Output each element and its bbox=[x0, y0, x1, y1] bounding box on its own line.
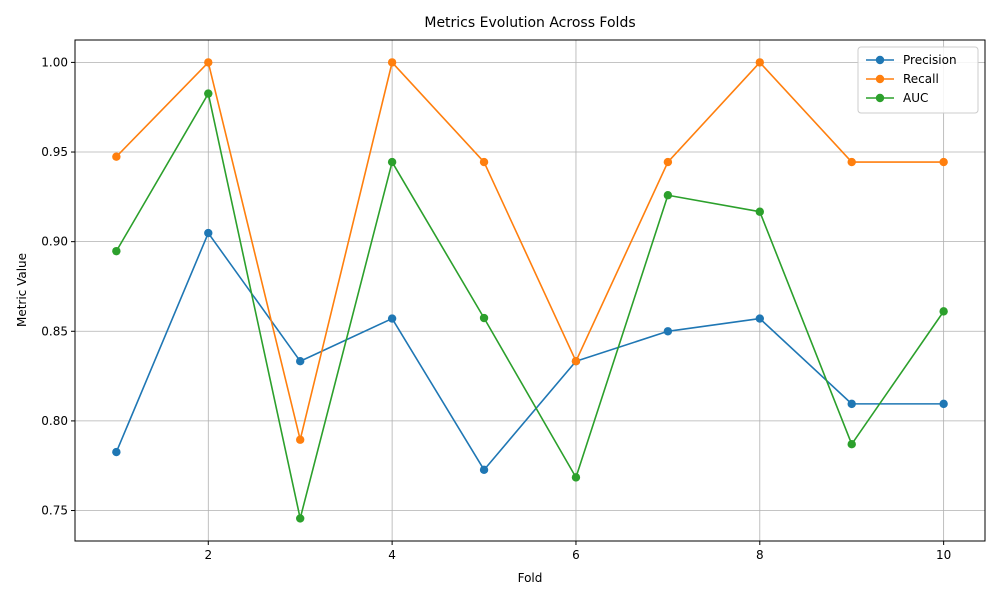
precision-line bbox=[115, 232, 944, 471]
x-tick-label: 10 bbox=[936, 548, 951, 562]
precision-point bbox=[112, 447, 121, 457]
legend: Precision Recall AUC bbox=[857, 46, 979, 114]
series-precision bbox=[112, 228, 948, 475]
auc-point bbox=[571, 473, 581, 482]
plot-frame bbox=[74, 39, 986, 542]
recall-point bbox=[663, 157, 673, 167]
x-axis-title: Fold bbox=[518, 571, 543, 585]
legend-marker-auc bbox=[875, 93, 885, 103]
auc-point bbox=[755, 207, 764, 216]
auc-line bbox=[115, 92, 945, 520]
legend-marker-precision bbox=[875, 55, 885, 65]
recall-point bbox=[847, 157, 856, 167]
precision-point bbox=[755, 314, 764, 323]
x-tick-label: 6 bbox=[572, 548, 580, 562]
x-tick-label: 2 bbox=[204, 548, 212, 562]
y-tick-label: 0.75 bbox=[41, 504, 68, 518]
legend-label-auc: AUC bbox=[903, 91, 928, 105]
legend-item-recall: Recall bbox=[866, 72, 939, 86]
precision-point bbox=[387, 314, 397, 323]
recall-point bbox=[755, 58, 764, 67]
recall-point bbox=[296, 435, 305, 444]
precision-point bbox=[847, 399, 856, 409]
series-recall bbox=[112, 58, 948, 444]
precision-point bbox=[663, 327, 673, 336]
precision-point bbox=[479, 465, 489, 475]
precision-point bbox=[204, 228, 213, 238]
y-tick-label: 1.00 bbox=[41, 55, 68, 69]
legend-box bbox=[857, 46, 979, 114]
legend-item-precision: Precision bbox=[866, 53, 957, 67]
precision-point bbox=[939, 399, 948, 409]
precision-point bbox=[296, 357, 305, 366]
legend-marker-recall bbox=[875, 74, 885, 84]
recall-point bbox=[571, 357, 581, 366]
axis-ticks: 2 4 6 8 10 0.75 0.80 0.85 0.90 0.95 1.00 bbox=[41, 55, 951, 562]
recall-point bbox=[939, 157, 948, 167]
x-tick-label: 8 bbox=[756, 548, 764, 562]
auc-point bbox=[112, 246, 121, 256]
x-tick-label: 4 bbox=[388, 548, 396, 562]
recall-point bbox=[387, 58, 397, 67]
recall-point bbox=[112, 152, 121, 161]
series-layer bbox=[112, 58, 948, 523]
auc-point bbox=[296, 514, 305, 523]
auc-point bbox=[204, 89, 213, 98]
y-tick-label: 0.80 bbox=[41, 414, 68, 428]
auc-point bbox=[387, 157, 397, 167]
legend-label-recall: Recall bbox=[903, 72, 939, 86]
auc-point bbox=[847, 440, 856, 449]
y-tick-label: 0.90 bbox=[41, 235, 68, 249]
auc-point bbox=[939, 307, 948, 316]
y-axis-title: Metric Value bbox=[15, 253, 29, 327]
y-tick-label: 0.85 bbox=[41, 324, 68, 338]
recall-point bbox=[204, 58, 213, 67]
auc-point bbox=[479, 313, 489, 323]
chart-title: Metrics Evolution Across Folds bbox=[424, 15, 635, 31]
auc-point bbox=[663, 191, 673, 200]
y-tick-label: 0.95 bbox=[41, 145, 68, 159]
legend-label-precision: Precision bbox=[903, 53, 957, 67]
recall-line bbox=[115, 61, 944, 441]
series-auc bbox=[112, 89, 948, 523]
grid-lines bbox=[75, 40, 985, 541]
recall-point bbox=[479, 157, 489, 167]
legend-item-auc: AUC bbox=[866, 91, 928, 105]
